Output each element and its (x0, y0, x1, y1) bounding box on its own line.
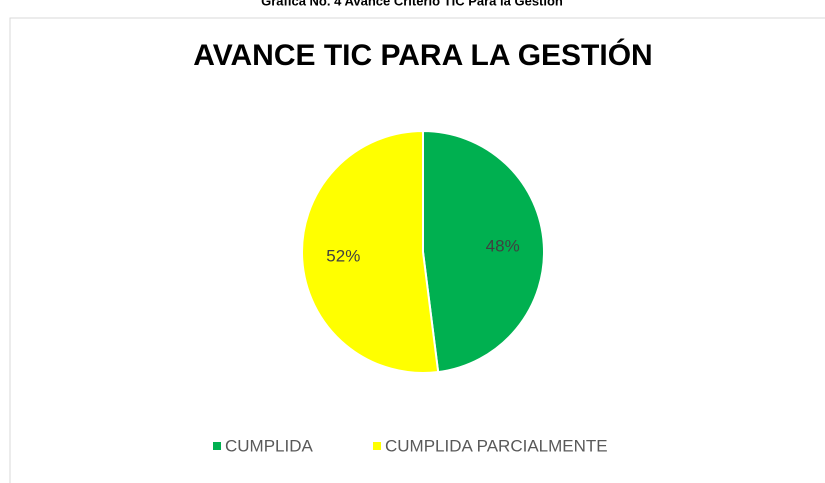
legend-swatch (373, 442, 381, 450)
data-label: 48% (486, 236, 520, 255)
legend-swatch (213, 442, 221, 450)
pie-slice (422, 129, 545, 374)
chart-border (9, 17, 825, 483)
caption: Gráfica No. 4 Avance Criterio TIC Para l… (261, 0, 563, 8)
chart-title: AVANCE TIC PARA LA GESTIÓN (193, 38, 652, 72)
data-label: 52% (326, 246, 360, 265)
pie-slice (301, 129, 440, 374)
legend-label: CUMPLIDA PARCIALMENTE (385, 436, 608, 455)
legend-label: CUMPLIDA (225, 436, 314, 455)
